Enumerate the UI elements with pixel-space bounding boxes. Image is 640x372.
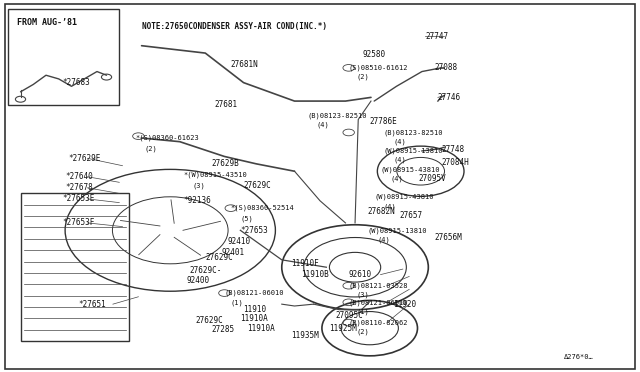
Text: 11910: 11910 (244, 305, 267, 314)
Text: *27653E: *27653E (62, 195, 94, 203)
Text: *92136: *92136 (183, 196, 211, 205)
FancyBboxPatch shape (8, 9, 119, 105)
Text: 11920: 11920 (394, 300, 417, 309)
Text: (B)08123-82510: (B)08123-82510 (307, 113, 367, 119)
Text: (2): (2) (357, 328, 370, 335)
Text: (5): (5) (241, 216, 253, 222)
Text: 92400: 92400 (186, 276, 209, 285)
Text: 27095V: 27095V (419, 174, 447, 183)
Text: (1): (1) (357, 308, 370, 315)
Text: 27285: 27285 (212, 326, 235, 334)
Text: 11910B: 11910B (301, 270, 328, 279)
Text: 27746: 27746 (438, 93, 461, 102)
Text: 11910A: 11910A (246, 324, 275, 333)
Text: 11910A: 11910A (241, 314, 268, 323)
Text: (3): (3) (193, 183, 205, 189)
Text: *27653: *27653 (241, 226, 268, 235)
Text: 27095C: 27095C (336, 311, 364, 320)
Text: (4): (4) (384, 203, 396, 209)
Text: (B)08121-06010: (B)08121-06010 (225, 290, 284, 296)
Text: *27683: *27683 (62, 78, 90, 87)
Text: (3): (3) (357, 292, 370, 298)
Text: 27681N: 27681N (231, 60, 259, 69)
Text: 27629C: 27629C (196, 316, 223, 325)
Text: *27640: *27640 (65, 172, 93, 181)
Text: 27656M: 27656M (435, 233, 463, 242)
Text: 92580: 92580 (363, 51, 386, 60)
Text: 27084H: 27084H (441, 157, 469, 167)
Text: 92410: 92410 (228, 237, 251, 246)
Text: 27786E: 27786E (370, 117, 397, 126)
FancyBboxPatch shape (20, 193, 129, 341)
Text: 27747: 27747 (425, 32, 448, 41)
Text: (4): (4) (394, 138, 406, 145)
Text: *27678: *27678 (65, 183, 93, 192)
Text: 27088: 27088 (435, 63, 458, 72)
Text: *27629E: *27629E (68, 154, 100, 163)
Text: Δ276*0…: Δ276*0… (564, 353, 594, 359)
Text: (2): (2) (145, 146, 157, 152)
Text: *(W)08915-43510: *(W)08915-43510 (183, 171, 247, 178)
Text: (W)08915-43810: (W)08915-43810 (374, 194, 434, 201)
Text: (4): (4) (390, 175, 403, 182)
Text: 27657: 27657 (399, 211, 423, 220)
Text: 27629C: 27629C (244, 182, 271, 190)
Text: 27748: 27748 (441, 145, 464, 154)
Text: (W)08915-13810: (W)08915-13810 (384, 148, 444, 154)
Text: 27629C: 27629C (205, 253, 233, 263)
Text: 11910F: 11910F (291, 259, 319, 268)
Text: *(S)08360-52514: *(S)08360-52514 (231, 205, 294, 211)
Text: *27653F: *27653F (62, 218, 94, 227)
Text: *27651: *27651 (78, 300, 106, 309)
Text: (2): (2) (357, 74, 370, 80)
Text: (B)08121-03528: (B)08121-03528 (349, 282, 408, 289)
Text: (4): (4) (317, 122, 330, 128)
Text: 92610: 92610 (349, 270, 372, 279)
Text: (W)08915-43810: (W)08915-43810 (381, 166, 440, 173)
Text: 27629C-: 27629C- (189, 266, 221, 275)
Text: (W)08915-13810: (W)08915-13810 (368, 227, 428, 234)
Text: (4): (4) (378, 236, 390, 243)
Text: FROM AUG-’81: FROM AUG-’81 (17, 18, 77, 27)
Text: (1): (1) (231, 299, 244, 305)
Text: (B)08121-06010: (B)08121-06010 (349, 299, 408, 305)
Text: (4): (4) (394, 157, 406, 163)
Text: (B)08110-82062: (B)08110-82062 (349, 320, 408, 326)
Text: *(S)08360-61623: *(S)08360-61623 (135, 135, 199, 141)
Text: 27681: 27681 (215, 100, 238, 109)
Text: (B)08123-82510: (B)08123-82510 (384, 129, 444, 136)
FancyBboxPatch shape (4, 4, 635, 369)
Text: 11935M: 11935M (291, 331, 319, 340)
Text: NOTE:27650CONDENSER ASSY-AIR COND(INC.*): NOTE:27650CONDENSER ASSY-AIR COND(INC.*) (141, 22, 326, 31)
Text: 27629B: 27629B (212, 159, 239, 169)
Text: (S)08510-61612: (S)08510-61612 (349, 65, 408, 71)
Text: 92401: 92401 (221, 248, 244, 257)
Text: 11925M: 11925M (330, 324, 357, 333)
Text: 27682N: 27682N (368, 207, 396, 217)
